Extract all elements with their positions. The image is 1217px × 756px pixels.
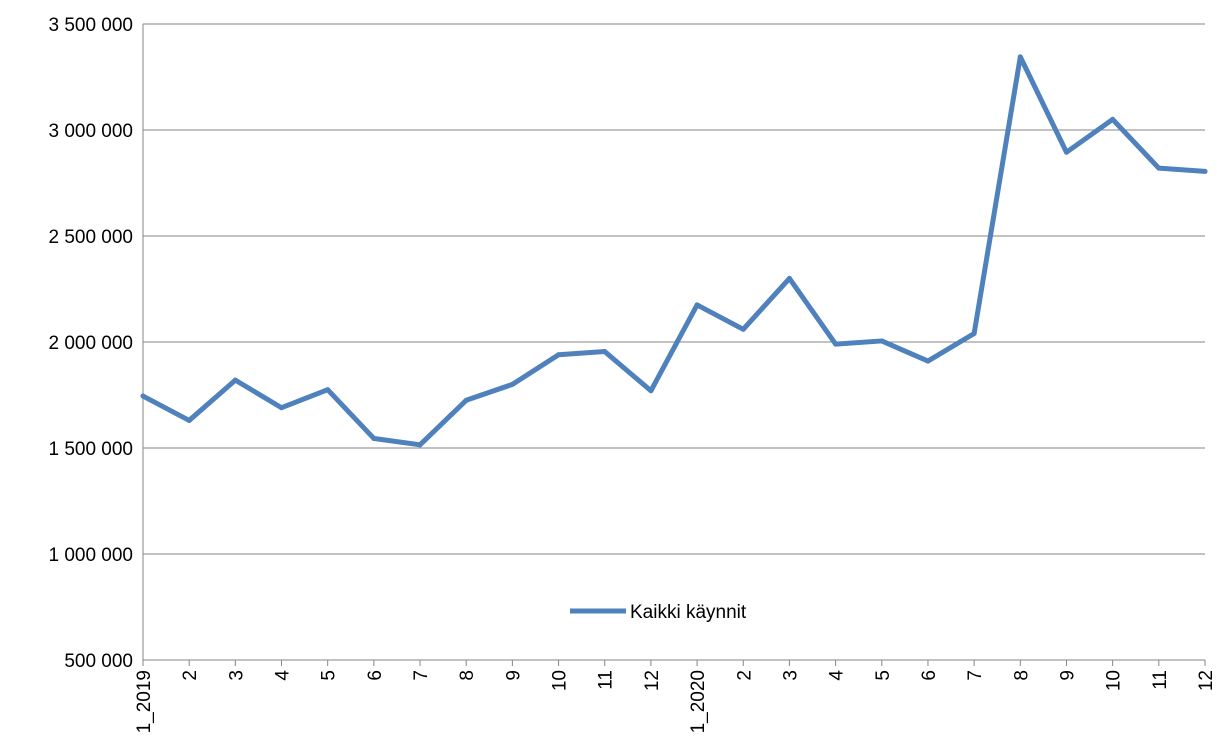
x-tick-label-5: 6 <box>365 670 386 681</box>
x-tick-label-8: 9 <box>503 670 524 681</box>
x-tick-label-3: 4 <box>273 670 294 681</box>
data-point-0-10 <box>602 349 608 355</box>
y-tick-label-6: 3 500 000 <box>48 15 133 36</box>
legend-label-kaikki-kaynnit: Kaikki käynnit <box>630 602 747 623</box>
series-group <box>140 54 1208 448</box>
legend: Kaikki käynnit <box>570 602 747 623</box>
data-point-0-23 <box>1202 168 1208 174</box>
y-tick-label-3: 2 000 000 <box>48 333 133 354</box>
data-point-0-4 <box>325 387 331 393</box>
x-tick-label-10: 11 <box>596 670 617 690</box>
data-point-0-19 <box>1017 54 1023 60</box>
data-point-0-2 <box>232 377 238 383</box>
x-axis <box>142 24 1206 666</box>
x-tick-label-13: 2 <box>734 670 755 681</box>
series-line-0 <box>140 54 1208 448</box>
y-tick-label-0: 500 000 <box>64 651 133 672</box>
x-tick-label-20: 9 <box>1057 670 1078 681</box>
data-point-0-9 <box>556 352 562 358</box>
x-tick-label-22: 11 <box>1150 670 1171 690</box>
x-tick-label-11: 12 <box>642 670 663 691</box>
y-axis-tick-labels: 500 000 1 000 000 1 500 000 2 000 000 2 500 … <box>48 15 133 672</box>
data-point-0-11 <box>648 388 654 394</box>
data-point-0-15 <box>833 341 839 347</box>
x-tick-label-19: 8 <box>1011 670 1032 681</box>
x-tick-label-16: 5 <box>873 670 894 681</box>
y-tick-label-5: 3 000 000 <box>48 121 133 142</box>
grid-lines <box>143 23 1205 661</box>
data-point-0-13 <box>740 326 746 332</box>
x-tick-label-14: 3 <box>780 670 801 681</box>
data-point-0-7 <box>463 397 469 403</box>
y-tick-label-1: 1 000 000 <box>48 545 133 566</box>
x-tick-label-0: 1_2019 <box>134 670 155 733</box>
data-point-0-6 <box>417 442 423 448</box>
data-point-0-12 <box>694 302 700 308</box>
x-tick-label-18: 7 <box>965 670 986 681</box>
x-tick-label-12: 1_2020 <box>688 670 709 733</box>
y-tick-label-2: 1 500 000 <box>48 439 133 460</box>
data-point-0-1 <box>186 417 192 423</box>
x-tick-label-7: 8 <box>457 670 478 681</box>
x-tick-label-1: 2 <box>180 670 201 681</box>
data-point-0-17 <box>925 358 931 364</box>
data-point-0-0 <box>140 393 146 399</box>
data-point-0-5 <box>371 435 377 441</box>
data-point-0-8 <box>509 381 515 387</box>
x-tick-label-17: 6 <box>919 670 940 681</box>
data-point-0-18 <box>971 331 977 337</box>
x-tick-label-23: 12 <box>1196 670 1217 691</box>
x-tick-label-9: 10 <box>550 670 571 691</box>
data-point-0-3 <box>279 405 285 411</box>
x-tick-label-2: 3 <box>226 670 247 681</box>
y-tick-label-4: 2 500 000 <box>48 227 133 248</box>
data-point-0-14 <box>786 275 792 281</box>
data-point-0-21 <box>1110 116 1116 122</box>
x-tick-label-15: 4 <box>827 670 848 681</box>
x-tick-label-6: 7 <box>411 670 432 681</box>
x-tick-label-4: 5 <box>319 670 340 681</box>
x-tick-label-21: 10 <box>1104 670 1125 691</box>
data-point-0-16 <box>879 338 885 344</box>
data-point-0-20 <box>1063 149 1069 155</box>
x-axis-tick-labels: 1_2019 2 3 4 5 6 7 8 9 10 11 12 1_2020 2 3 4 5 6 7 8 9 10 11 12 <box>134 670 1217 734</box>
data-point-0-22 <box>1156 165 1162 171</box>
